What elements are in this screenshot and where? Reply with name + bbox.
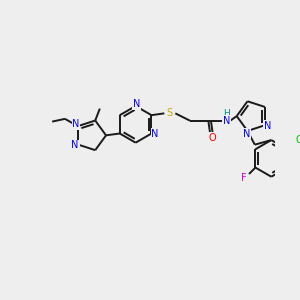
Text: S: S: [167, 108, 173, 118]
Text: N: N: [133, 99, 140, 109]
Text: F: F: [241, 172, 246, 183]
Text: N: N: [243, 129, 250, 139]
Text: Cl: Cl: [295, 135, 300, 145]
Text: N: N: [223, 116, 230, 126]
Text: O: O: [208, 133, 216, 143]
Text: H: H: [223, 109, 230, 118]
Text: N: N: [152, 128, 159, 139]
Text: N: N: [71, 140, 79, 150]
Text: N: N: [72, 119, 80, 129]
Text: N: N: [264, 121, 271, 131]
